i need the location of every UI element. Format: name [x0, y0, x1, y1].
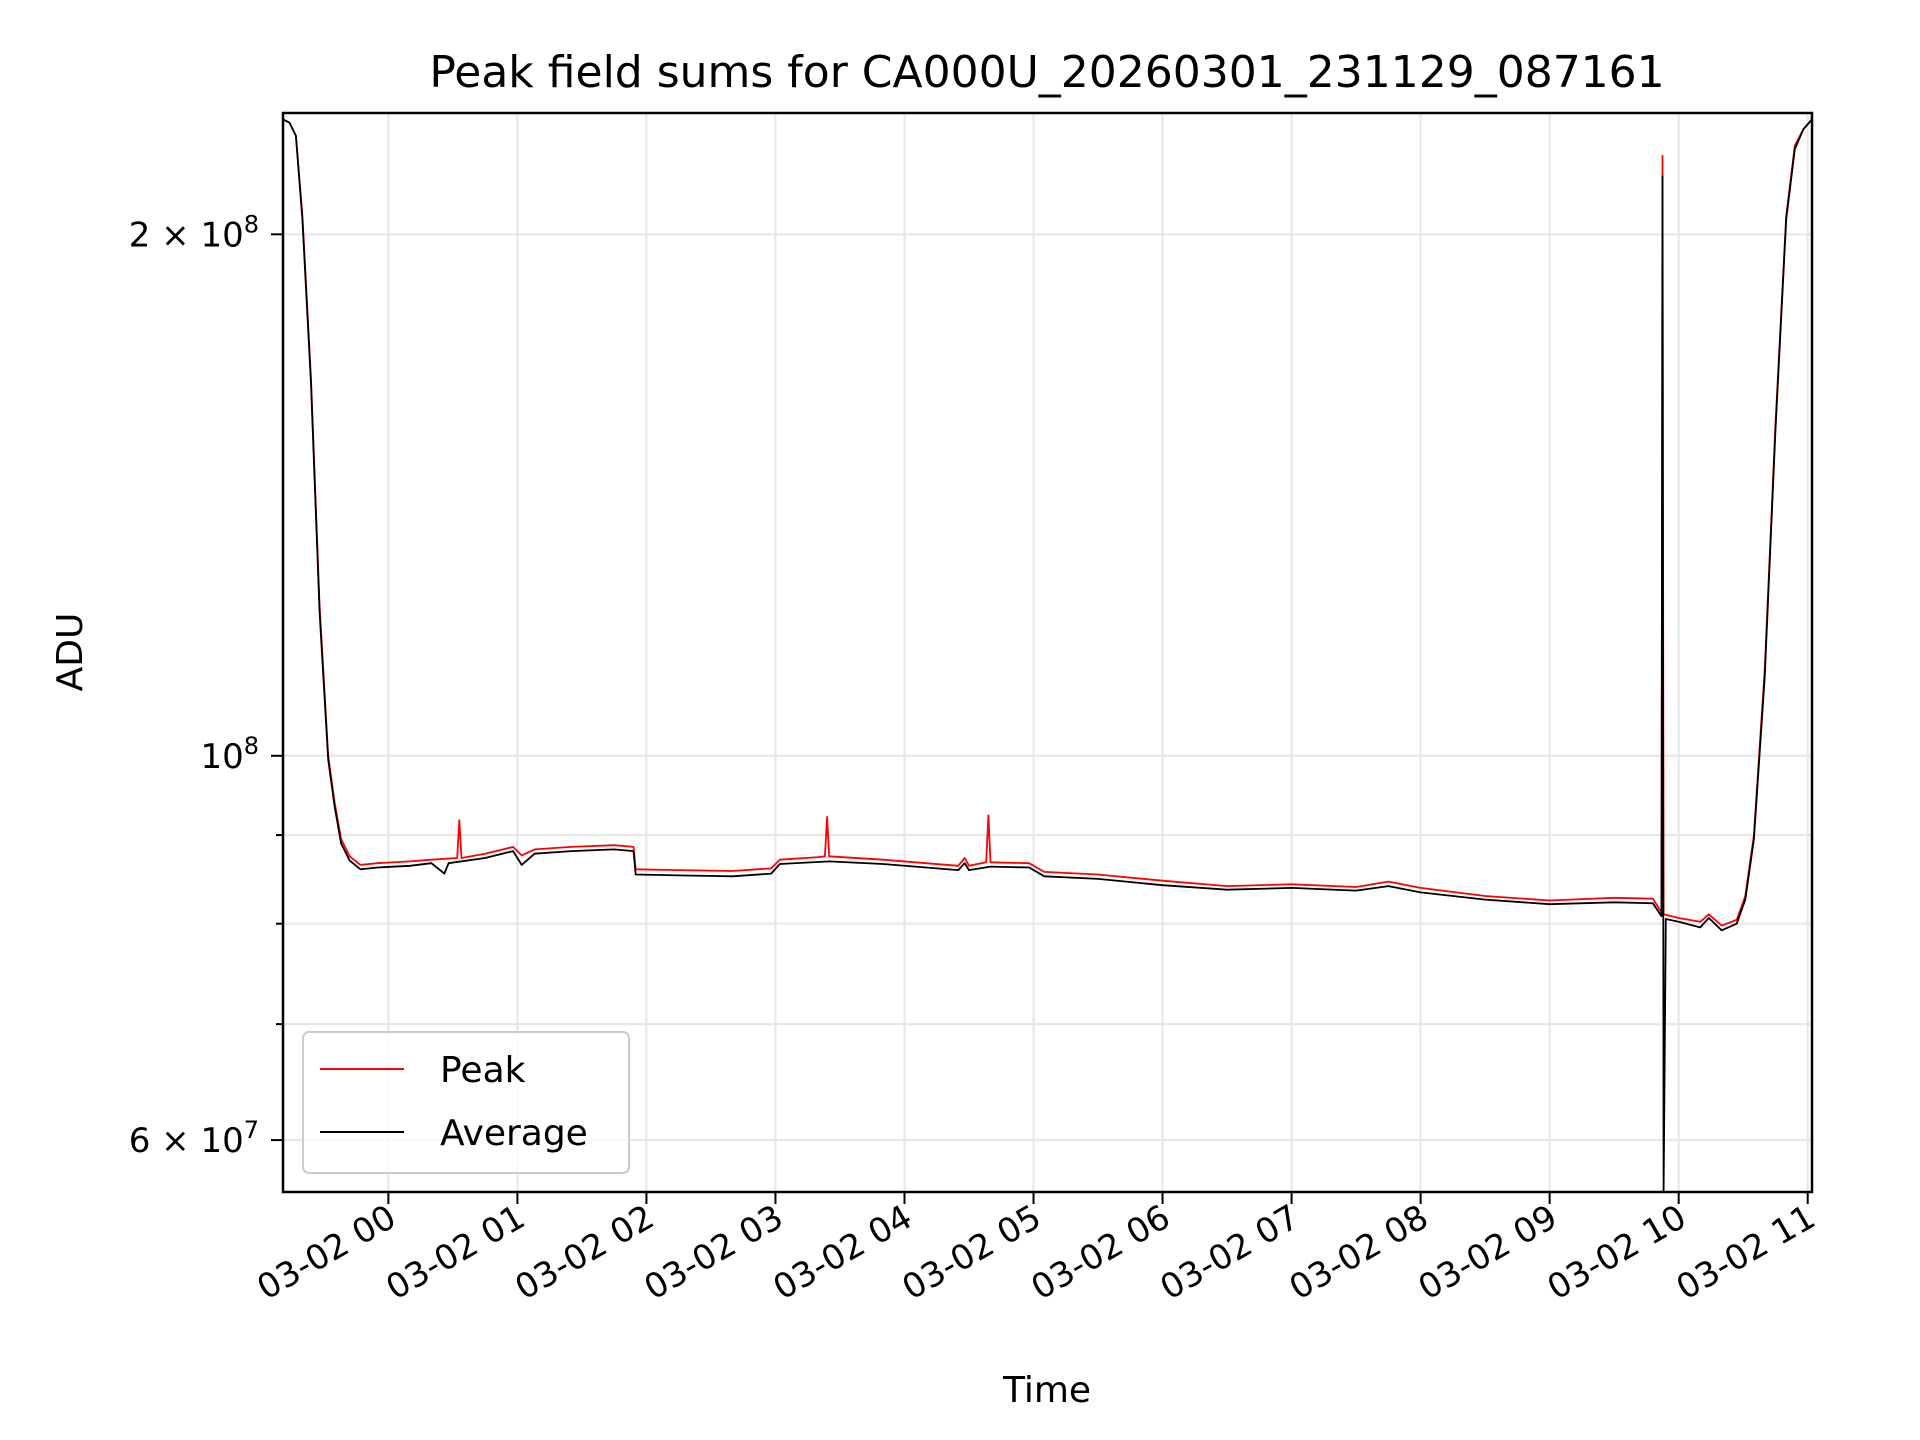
legend: Peak Average: [302, 1031, 630, 1174]
x-tick-label: 03-02 07: [1154, 1197, 1306, 1308]
x-tick-label: 03-02 00: [250, 1197, 402, 1308]
x-tick-label: 03-02 10: [1541, 1197, 1693, 1308]
x-tick-label: 03-02 08: [1283, 1197, 1435, 1308]
series-line-average: [283, 118, 1812, 1192]
y-axis-label: ADU: [50, 613, 91, 692]
legend-label-average: Average: [440, 1113, 588, 1154]
x-tick-label: 03-02 05: [896, 1197, 1048, 1308]
x-tick-label: 03-02 11: [1670, 1197, 1822, 1308]
x-axis-label: Time: [1002, 1370, 1091, 1411]
y-axis: 6 × 107 108 2 × 108: [129, 210, 283, 1161]
y-tick-label: 6 × 107: [129, 1116, 259, 1161]
x-tick-label: 03-02 01: [380, 1197, 532, 1308]
grid: [283, 113, 1812, 1192]
x-tick-label: 03-02 03: [638, 1197, 790, 1308]
series-line-peak: [283, 118, 1812, 927]
legend-box: [302, 1031, 630, 1174]
x-tick-label: 03-02 04: [767, 1197, 919, 1308]
series-layer: [283, 118, 1812, 1192]
y-tick-label: 108: [200, 732, 259, 777]
x-tick-label: 03-02 09: [1412, 1197, 1564, 1308]
chart-title: Peak field sums for CA000U_20260301_2311…: [429, 47, 1664, 98]
x-tick-label: 03-02 02: [509, 1197, 661, 1308]
legend-label-peak: Peak: [440, 1050, 526, 1091]
x-tick-label: 03-02 06: [1025, 1197, 1177, 1308]
plot-frame: [281, 111, 1814, 1194]
y-tick-label: 2 × 108: [129, 210, 259, 255]
